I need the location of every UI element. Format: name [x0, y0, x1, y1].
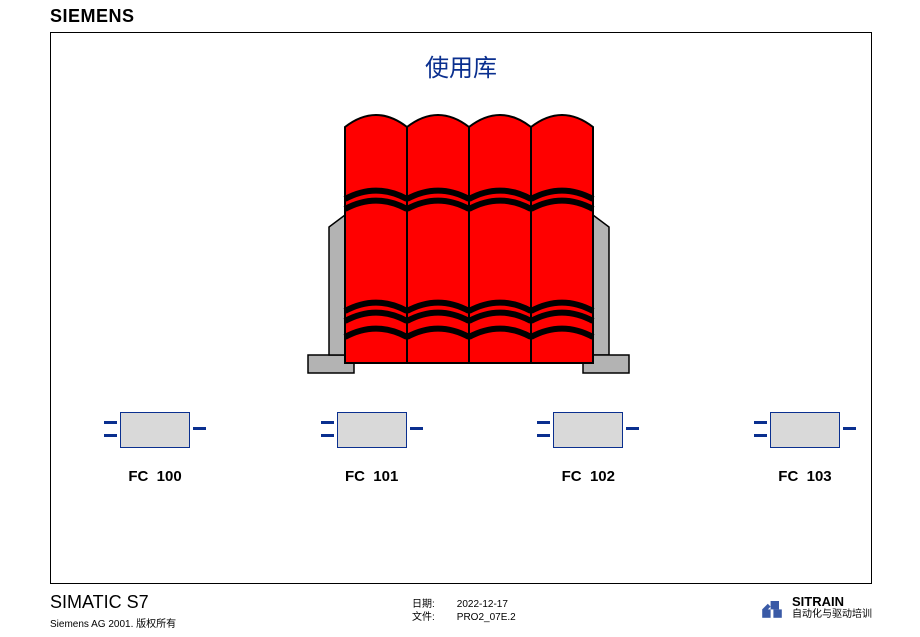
fc-connector — [537, 421, 550, 424]
fc-box-wrap — [100, 412, 210, 448]
fc-connector — [321, 421, 334, 424]
sitrain-logo-icon — [758, 594, 786, 622]
footer: SIMATIC S7 Siemens AG 2001. 版权所有 日期: 202… — [50, 592, 872, 632]
sitrain-sub: 自动化与驱动培训 — [792, 608, 872, 621]
slide-title: 使用库 — [50, 48, 872, 83]
fc-box — [120, 412, 190, 448]
sitrain-title: SITRAIN — [792, 595, 872, 608]
footer-meta: 日期: 2022-12-17 文件: PRO2_07E.2 — [412, 598, 516, 624]
fc-label: FC 102 — [562, 468, 615, 485]
fc-block: FC 101 — [317, 412, 427, 485]
fc-connector — [626, 427, 639, 430]
fc-connector — [754, 421, 767, 424]
fc-connector — [104, 421, 117, 424]
fc-block-row: FC 100 FC 101 FC 102 FC 103 — [100, 412, 860, 485]
fc-block: FC 100 — [100, 412, 210, 485]
fc-block: FC 103 — [750, 412, 860, 485]
footer-product: SIMATIC S7 — [50, 592, 149, 613]
fc-box-wrap — [750, 412, 860, 448]
fc-label: FC 103 — [778, 468, 831, 485]
fc-connector — [537, 434, 550, 437]
fc-connector — [104, 434, 117, 437]
fc-box — [553, 412, 623, 448]
fc-label: FC 100 — [128, 468, 181, 485]
library-graphic — [300, 105, 640, 385]
fc-box-wrap — [533, 412, 643, 448]
fc-connector — [754, 434, 767, 437]
fc-connector — [410, 427, 423, 430]
footer-date-label: 日期: — [412, 598, 454, 611]
fc-connector — [321, 434, 334, 437]
footer-copyright: Siemens AG 2001. 版权所有 — [50, 615, 176, 630]
footer-file-label: 文件: — [412, 611, 454, 624]
footer-file-value: PRO2_07E.2 — [457, 612, 516, 623]
brand-siemens: SIEMENS — [50, 6, 135, 27]
footer-sitrain: SITRAIN 自动化与驱动培训 — [758, 594, 872, 622]
fc-box-wrap — [317, 412, 427, 448]
fc-connector — [193, 427, 206, 430]
fc-label: FC 101 — [345, 468, 398, 485]
fc-box — [337, 412, 407, 448]
footer-date-value: 2022-12-17 — [457, 599, 508, 610]
fc-connector — [843, 427, 856, 430]
fc-block: FC 102 — [533, 412, 643, 485]
fc-box — [770, 412, 840, 448]
